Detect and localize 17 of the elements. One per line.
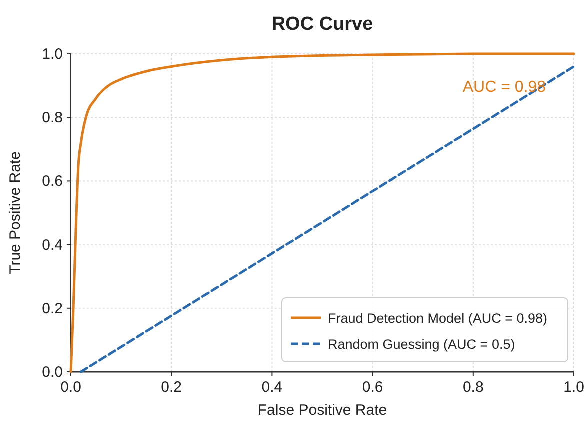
y-tick-label: 0.0 bbox=[42, 364, 63, 381]
x-tick-label: 0.0 bbox=[60, 379, 82, 396]
y-tick-label: 0.2 bbox=[42, 300, 63, 318]
legend-label: Random Guessing (AUC = 0.5) bbox=[328, 337, 516, 352]
y-tick-label: 0.4 bbox=[42, 236, 63, 254]
y-tick-label: 0.6 bbox=[42, 173, 63, 190]
chart-title: ROC Curve bbox=[272, 14, 374, 35]
legend-label: Fraud Detection Model (AUC = 0.98) bbox=[328, 311, 548, 326]
x-tick-label: 1.0 bbox=[564, 379, 584, 396]
y-axis-title: True Positive Rate bbox=[7, 152, 24, 274]
x-tick-label: 0.6 bbox=[362, 379, 384, 396]
y-tick-label: 1.0 bbox=[42, 46, 63, 63]
x-tick-label: 0.4 bbox=[262, 379, 283, 396]
x-tick-label: 0.8 bbox=[462, 379, 484, 396]
x-tick-label: 0.2 bbox=[161, 379, 182, 396]
y-tick-label: 0.8 bbox=[42, 110, 63, 127]
x-axis-title: False Positive Rate bbox=[258, 402, 388, 419]
